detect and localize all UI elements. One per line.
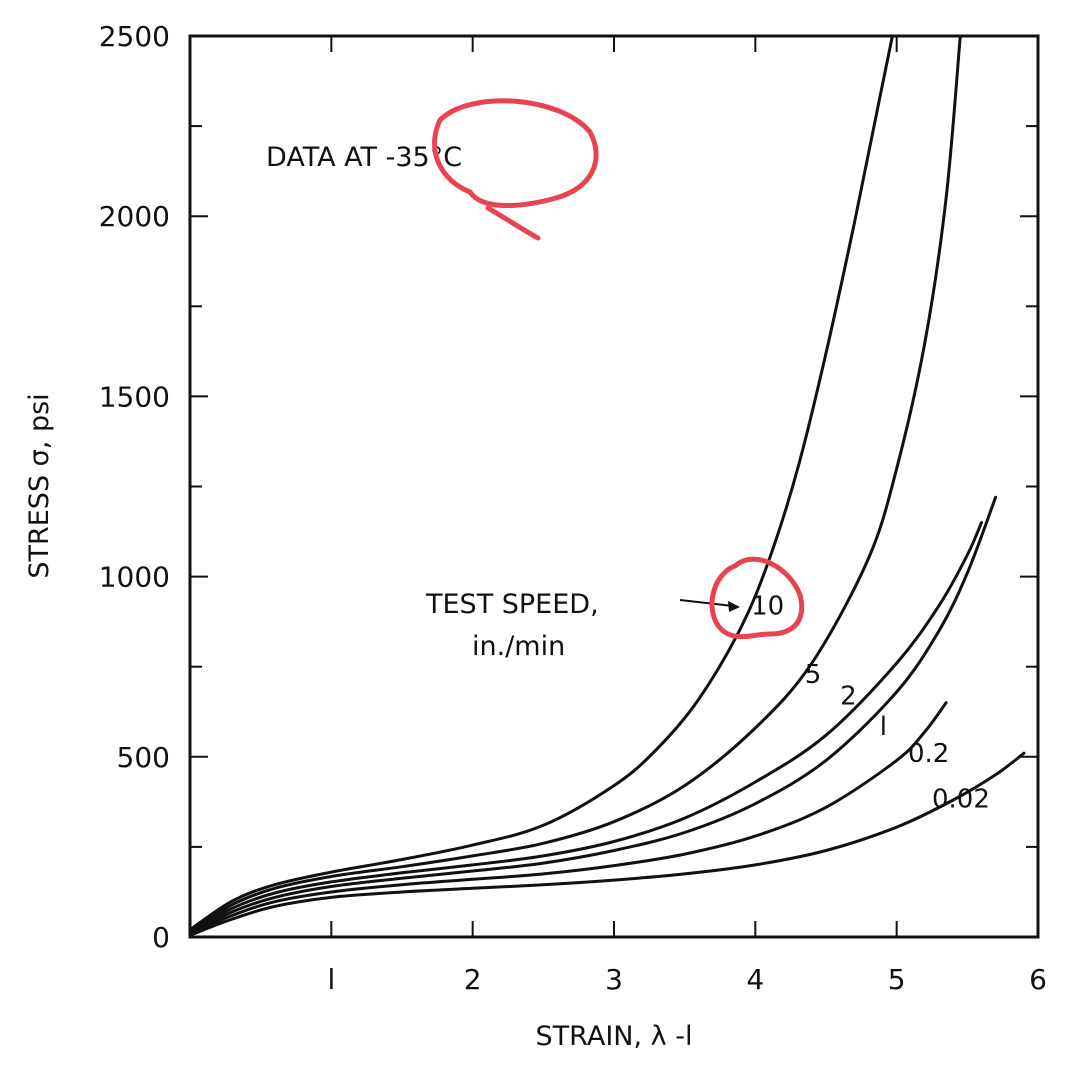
temperature-note: DATA AT -35°C xyxy=(266,142,462,173)
x-tick-label: 3 xyxy=(605,963,623,996)
y-tick-label: 0 xyxy=(152,921,170,954)
curve-label-l: l xyxy=(880,712,887,742)
axis-ticks xyxy=(190,36,1038,937)
x-axis-title: STRAIN, λ -l xyxy=(536,1021,693,1052)
y-tick-label: 2000 xyxy=(99,200,170,233)
y-tick-label: 500 xyxy=(117,741,170,774)
speed-label-line2: in./min xyxy=(472,631,565,662)
curve-labels: 10 52l 0.2 0.02 xyxy=(751,591,990,814)
x-tick-label: 6 xyxy=(1029,963,1047,996)
curve-label-5: 5 xyxy=(805,660,822,690)
series-line-10 xyxy=(188,34,894,932)
y-tick-label: 1000 xyxy=(99,561,170,594)
y-axis-title: STRESS σ, psi xyxy=(24,393,55,578)
series-line-1 xyxy=(188,495,998,935)
curve-label-0-2: 0.2 xyxy=(908,739,949,769)
x-tick-label: 5 xyxy=(888,963,906,996)
series-line-5 xyxy=(188,34,962,934)
series-curves xyxy=(188,34,1026,937)
y-tick-label: 2500 xyxy=(99,20,170,53)
curve-label-2: 2 xyxy=(840,682,857,712)
curve-label-0-02: 0.02 xyxy=(932,784,990,814)
series-line-0-02 xyxy=(188,751,1026,937)
y-tick-label: 1500 xyxy=(99,380,170,413)
speed-label-line1: TEST SPEED, xyxy=(425,589,599,620)
x-tick-label: 2 xyxy=(464,963,482,996)
x-tick-label: 4 xyxy=(746,963,764,996)
highlight-circle-speed xyxy=(709,556,805,640)
highlight-circle-temperature xyxy=(432,98,599,241)
series-line-2 xyxy=(188,521,983,935)
curve-label-10: 10 xyxy=(751,591,784,621)
series-line-0-2 xyxy=(188,701,948,936)
speed-arrow xyxy=(679,599,740,612)
x-tick-label: l xyxy=(327,963,335,996)
